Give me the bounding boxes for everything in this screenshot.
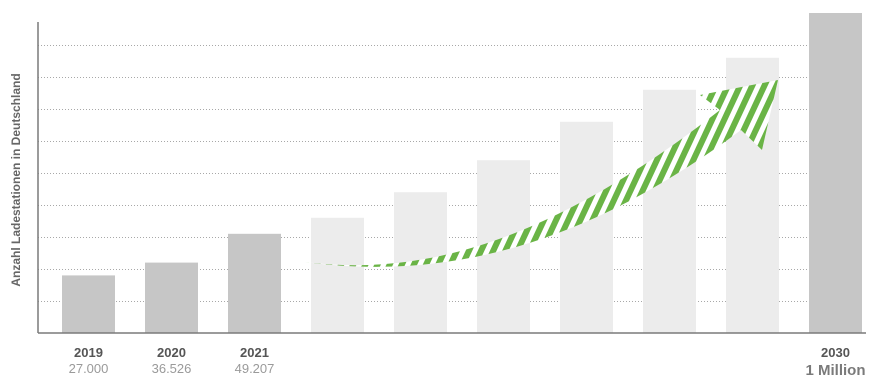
y-axis-label: Anzahl Ladestationen in Deutschland bbox=[9, 73, 23, 286]
data-label-2030: 1 Million bbox=[806, 362, 866, 379]
data-label-2021: 49.207 bbox=[235, 361, 275, 376]
tick-label-2030: 2030 bbox=[821, 345, 850, 360]
bar-2019 bbox=[62, 275, 115, 333]
axes bbox=[37, 22, 866, 334]
data-label-2020: 36.526 bbox=[152, 361, 192, 376]
bar-projection-3 bbox=[311, 217, 364, 333]
tick-label-2020: 2020 bbox=[157, 345, 186, 360]
tick-label-2019: 2019 bbox=[74, 345, 103, 360]
bar-2021 bbox=[228, 233, 281, 333]
bar-2020 bbox=[145, 262, 198, 333]
growth-arrow-icon bbox=[305, 80, 778, 267]
bar-projection-7 bbox=[643, 89, 696, 333]
tick-label-2021: 2021 bbox=[240, 345, 269, 360]
bar-2030 bbox=[809, 13, 862, 333]
data-label-2019: 27.000 bbox=[69, 361, 109, 376]
